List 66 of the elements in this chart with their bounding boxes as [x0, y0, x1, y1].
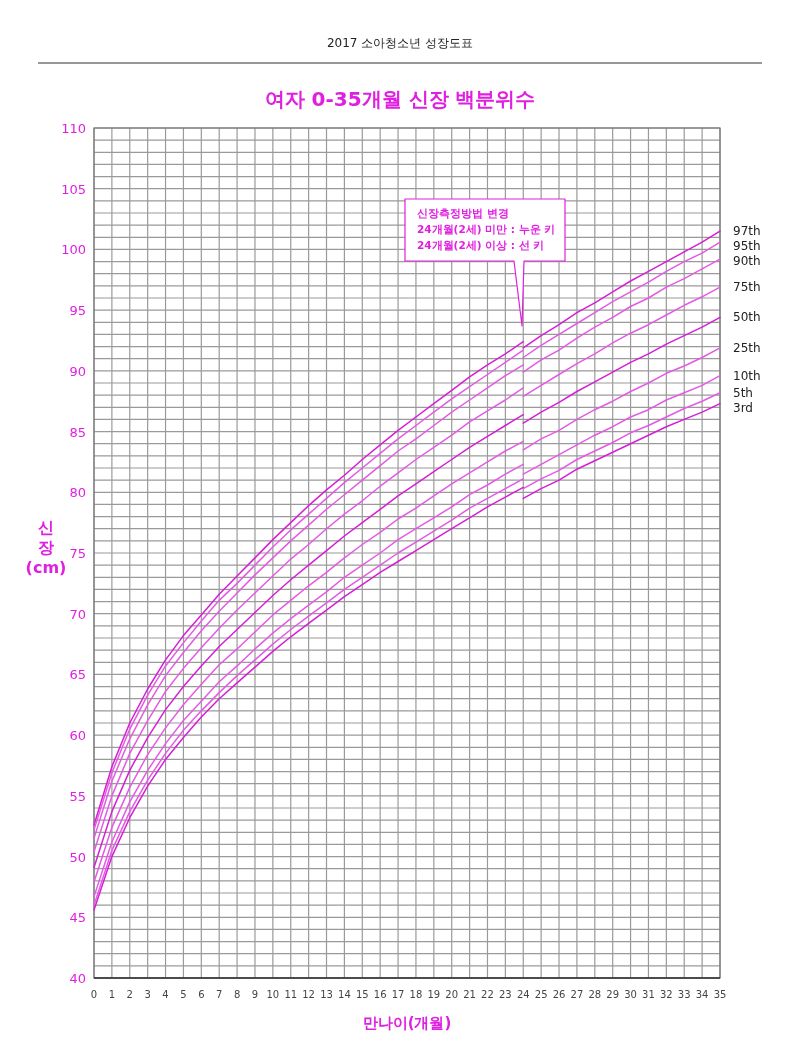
- y-tick-label: 60: [69, 728, 86, 744]
- x-tick-label: 4: [162, 989, 169, 1000]
- y-tick-label: 55: [69, 788, 86, 804]
- x-tick-label: 27: [570, 989, 584, 1000]
- x-tick-label: 20: [445, 989, 459, 1000]
- y-tick-label: 85: [69, 424, 86, 440]
- x-tick-label: 21: [463, 989, 476, 1000]
- y-tick-label: 100: [61, 242, 86, 258]
- x-tick-label: 29: [606, 989, 620, 1000]
- y-tick-label: 80: [69, 485, 86, 501]
- x-tick-label: 22: [481, 989, 494, 1000]
- y-tick-label: 45: [69, 910, 86, 926]
- series-label: 90th: [733, 254, 761, 269]
- x-tick-label: 24: [516, 989, 530, 1000]
- x-tick-label: 15: [355, 989, 369, 1000]
- x-tick-label: 28: [588, 989, 602, 1000]
- x-tick-label: 3: [144, 989, 151, 1000]
- y-tick-label: 105: [61, 181, 86, 197]
- series-label: 97th: [733, 224, 761, 239]
- x-tick-label: 17: [391, 989, 405, 1000]
- x-tick-label: 31: [642, 989, 655, 1000]
- chart-subtitle: 2017 소아청소년 성장도표: [326, 36, 474, 50]
- y-tick-label: 40: [69, 971, 86, 986]
- x-tick-label: 32: [659, 989, 673, 1000]
- x-tick-label: 6: [198, 989, 205, 1000]
- series-label: 3rd: [733, 400, 753, 415]
- y-tick-label: 110: [61, 121, 86, 136]
- x-tick-label: 34: [695, 989, 709, 1000]
- x-tick-label: 13: [320, 989, 333, 1000]
- chart-title: 여자 0-35개월 신장 백분위수: [264, 87, 536, 111]
- series-label: 10th: [733, 368, 761, 383]
- x-tick-label: 1: [108, 989, 116, 1000]
- x-tick-label: 30: [624, 989, 637, 1000]
- series-label: 50th: [733, 310, 761, 325]
- x-tick-label: 0: [90, 989, 98, 1000]
- x-tick-label: 7: [216, 989, 223, 1000]
- x-axis-title: 만나이(개월): [362, 1014, 452, 1032]
- x-tick-label: 8: [233, 989, 241, 1000]
- x-tick-label: 33: [677, 989, 691, 1000]
- y-tick-label: 65: [69, 667, 86, 683]
- y-tick-label: 95: [69, 303, 86, 319]
- x-tick-label: 10: [266, 989, 280, 1000]
- annotation: 신장측정방법 변경 24개월(2세) 미만 : 누운 키 24개월(2세) 이상 : 선 키: [417, 207, 556, 251]
- x-tick-label: 16: [373, 989, 387, 1000]
- x-tick-label: 2: [126, 989, 133, 1000]
- x-tick-label: 25: [534, 989, 548, 1000]
- series-label: 25th: [733, 340, 761, 355]
- x-tick-label: 9: [251, 989, 259, 1000]
- x-tick-label: 12: [302, 989, 315, 1000]
- y-tick-label: 70: [69, 606, 86, 622]
- x-tick-label: 23: [499, 989, 512, 1000]
- x-tick-label: 11: [284, 989, 298, 1000]
- x-tick-label: 14: [338, 989, 351, 1000]
- y-tick-label: 75: [69, 546, 86, 561]
- y-tick-label: 90: [69, 363, 86, 379]
- series-label: 5th: [733, 385, 753, 400]
- y-tick-label: 50: [69, 849, 86, 865]
- series-label: 95th: [733, 239, 761, 254]
- x-tick-label: 26: [552, 989, 566, 1000]
- series-label: 75th: [733, 280, 761, 295]
- x-tick-label: 35: [713, 989, 727, 1000]
- y-axis-title: 신장(cm): [25, 518, 67, 577]
- x-tick-label: 5: [180, 989, 187, 1000]
- x-tick-label: 18: [409, 989, 423, 1000]
- callout: 신장측정방법 변경 24개월(2세) 미만 : 누운 키 24개월(2세) 이상 : 선 키: [404, 198, 566, 327]
- x-tick-label: 19: [427, 989, 441, 1000]
